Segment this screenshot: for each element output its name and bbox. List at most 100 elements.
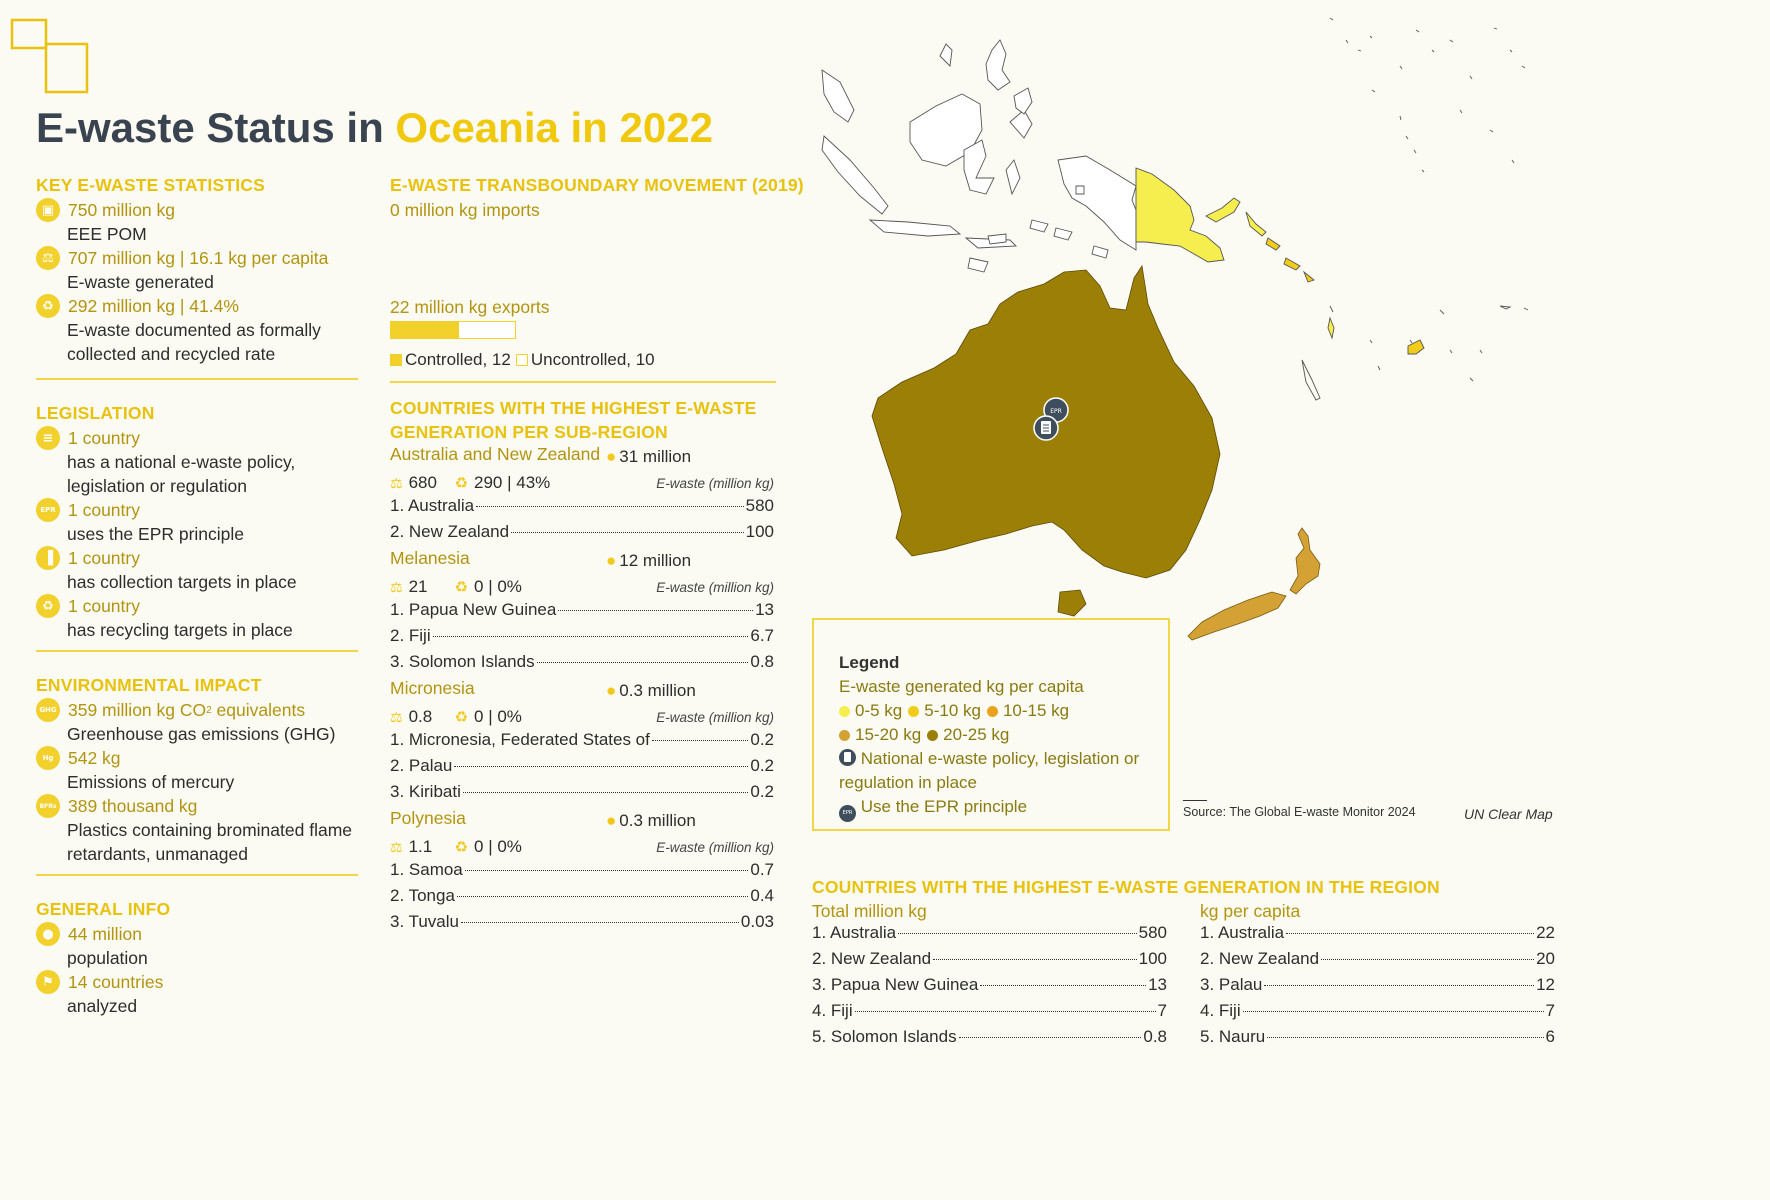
- stat-value-row: ⚖ 707 million kg | 16.1 kg per capita: [36, 246, 358, 270]
- ranking-row: 1. Australia 22: [1200, 923, 1555, 949]
- ranking-row: 1. Micronesia, Federated States of 0.2: [390, 730, 774, 756]
- ranking-label: 1. Australia: [390, 496, 475, 515]
- stat-item: GHG 359 million kg CO 2 equivalents Greenho…: [36, 698, 358, 746]
- general-heading: GENERAL INFO: [36, 899, 171, 919]
- key-stats-list: ▣ 750 million kg EEE POM ⚖ 707 million kg | …: [36, 198, 358, 366]
- oceania-map: EPR: [821, 17, 1529, 641]
- ranking-value: 580: [1138, 923, 1167, 942]
- ranking-value: 0.2: [750, 756, 774, 775]
- stat-value-row: ▐ 1 country: [36, 546, 358, 570]
- legend-class: 10-15 kg: [986, 701, 1070, 721]
- stat-value: 542 kg: [68, 747, 121, 768]
- recycle-icon: ♻: [36, 294, 60, 318]
- stat-value: 14 countries: [68, 971, 164, 992]
- legend-title: Legend: [839, 653, 900, 672]
- exports-bar-controlled: [391, 322, 459, 338]
- dot-leader: [980, 985, 1147, 986]
- ranking-value: 580: [745, 496, 774, 515]
- new-zealand-north: [1289, 527, 1321, 595]
- ranking-row: 1. Papua New Guinea 13: [390, 600, 774, 626]
- ranking-value: 0.4: [750, 886, 774, 905]
- divider: [390, 381, 776, 383]
- generated-value: 680: [408, 473, 437, 492]
- recycled-value: 0 | 0%: [474, 707, 522, 726]
- stat-item: ▐ 1 country has collection targets in plac…: [36, 546, 358, 594]
- ranking-row: 3. Kiribati 0.2: [390, 782, 774, 808]
- stat-label: Plastics containing brominated flame: [67, 820, 353, 840]
- title-part2: Oceania in 2022: [395, 104, 713, 151]
- ranking-row: 1. Australia 580: [812, 923, 1167, 949]
- pacific-islands-outline: [1301, 17, 1529, 401]
- bfr-icon: BFRs: [36, 794, 60, 818]
- ranking-value: 20: [1536, 949, 1555, 968]
- dot-leader: [898, 933, 1137, 934]
- population-value: 12 million: [619, 551, 692, 570]
- new-zealand-south: [1187, 591, 1287, 641]
- legend-policy-line1: National e-waste policy, legislation or: [860, 749, 1140, 768]
- stat-label-line2: collected and recycled rate: [67, 344, 276, 364]
- generated-value: 1.1: [408, 837, 433, 856]
- ranking-label: 3. Solomon Islands: [390, 652, 535, 671]
- ranking-value: 12: [1536, 975, 1555, 994]
- stat-label: has recycling targets in place: [67, 620, 293, 640]
- png-islands: [1205, 197, 1267, 237]
- stat-value-row: ♻ 1 country: [36, 594, 358, 618]
- uncontrolled-label: Uncontrolled, 10: [530, 350, 655, 369]
- map-credit: UN Clear Map: [1464, 806, 1553, 822]
- stat-value: 292 million kg | 41.4%: [68, 295, 239, 316]
- recycled-value: 0 | 0%: [474, 837, 522, 856]
- ranking-row: 3. Palau 12: [1200, 975, 1555, 1001]
- stat-value: 707 million kg | 16.1 kg per capita: [68, 247, 329, 268]
- divider: [36, 378, 358, 380]
- title-part1: E-waste Status in: [36, 104, 396, 151]
- ranking-value: 22: [1536, 923, 1555, 942]
- subregion-metrics: ⚖ 680 ♻ 290 | 43% E-waste (million kg): [390, 470, 774, 496]
- legend-policy: National e-waste policy, legislation or …: [839, 747, 1168, 795]
- legend-epr: EPR Use the EPR principle: [839, 795, 1168, 822]
- ranking-row: 2. Palau 0.2: [390, 756, 774, 782]
- ranking-row: 2. New Zealand 100: [390, 522, 774, 548]
- ranking-label: 3. Tuvalu: [390, 912, 459, 931]
- ranking-label: 3. Kiribati: [390, 782, 461, 801]
- stat-item: ▣ 750 million kg EEE POM: [36, 198, 358, 246]
- policy-marker: [1033, 415, 1059, 441]
- recycled-value: 290 | 43%: [474, 473, 551, 492]
- ranking-label: 1. Micronesia, Federated States of: [390, 730, 650, 749]
- southeast-asia-outline: [821, 39, 1137, 273]
- dot-leader: [651, 740, 749, 741]
- ranking-value: 100: [1138, 949, 1167, 968]
- subregion-heading-line2: GENERATION PER SUB-REGION: [390, 422, 668, 442]
- ranking-value: 0.8: [750, 652, 774, 671]
- ranking-label: 2. Fiji: [390, 626, 431, 645]
- stat-value: 1 country: [68, 499, 140, 520]
- ranking-value: 13: [755, 600, 774, 619]
- legend-swatch: [908, 705, 920, 717]
- stat-label: analyzed: [67, 996, 138, 1016]
- subregion-header: Australia and New Zealand ● 31 million: [390, 444, 774, 470]
- key-stats-heading: KEY E-WASTE STATISTICS: [36, 175, 266, 195]
- ranking-label: 1. Samoa: [390, 860, 463, 879]
- legend-class-label: 20-25 kg: [943, 725, 1010, 744]
- policy-icon: [839, 749, 856, 766]
- recycled-value: 0 | 0%: [474, 577, 522, 596]
- dot-leader: [476, 506, 744, 507]
- ranking-row: 3. Tuvalu 0.03: [390, 912, 774, 938]
- capita-list-title: kg per capita: [1200, 901, 1301, 921]
- subregion-metrics: ⚖ 1.1 ♻ 0 | 0% E-waste (million kg): [390, 834, 774, 860]
- legend-class-label: 10-15 kg: [1002, 701, 1070, 720]
- legend-swatch: [839, 705, 850, 717]
- ranking-label: 1. Australia: [1200, 923, 1285, 942]
- capita-list: kg per capita 1. Australia 22 2. New Zeala…: [1200, 899, 1555, 1053]
- subregion-header: Polynesia ● 0.3 million: [390, 808, 774, 834]
- stat-value: 1 country: [68, 595, 140, 616]
- exports-legend: Controlled, 12 Uncontrolled, 10: [390, 348, 776, 372]
- stat-item: ≡ 1 country has a national e-waste policy,…: [36, 426, 358, 498]
- stat-label: has collection targets in place: [67, 572, 297, 592]
- recycle-icon: ♻: [454, 839, 469, 856]
- ranking-label: 3. Palau: [1200, 975, 1263, 994]
- ranking-value: 13: [1148, 975, 1167, 994]
- map-legend: Legend E-waste generated kg per capita 0…: [812, 618, 1170, 831]
- epr-legend-icon: EPR: [839, 805, 856, 822]
- left-column: KEY E-WASTE STATISTICS ▣ 750 million kg EE…: [36, 172, 358, 1018]
- stat-item: ♻ 1 country has recycling targets in place: [36, 594, 358, 642]
